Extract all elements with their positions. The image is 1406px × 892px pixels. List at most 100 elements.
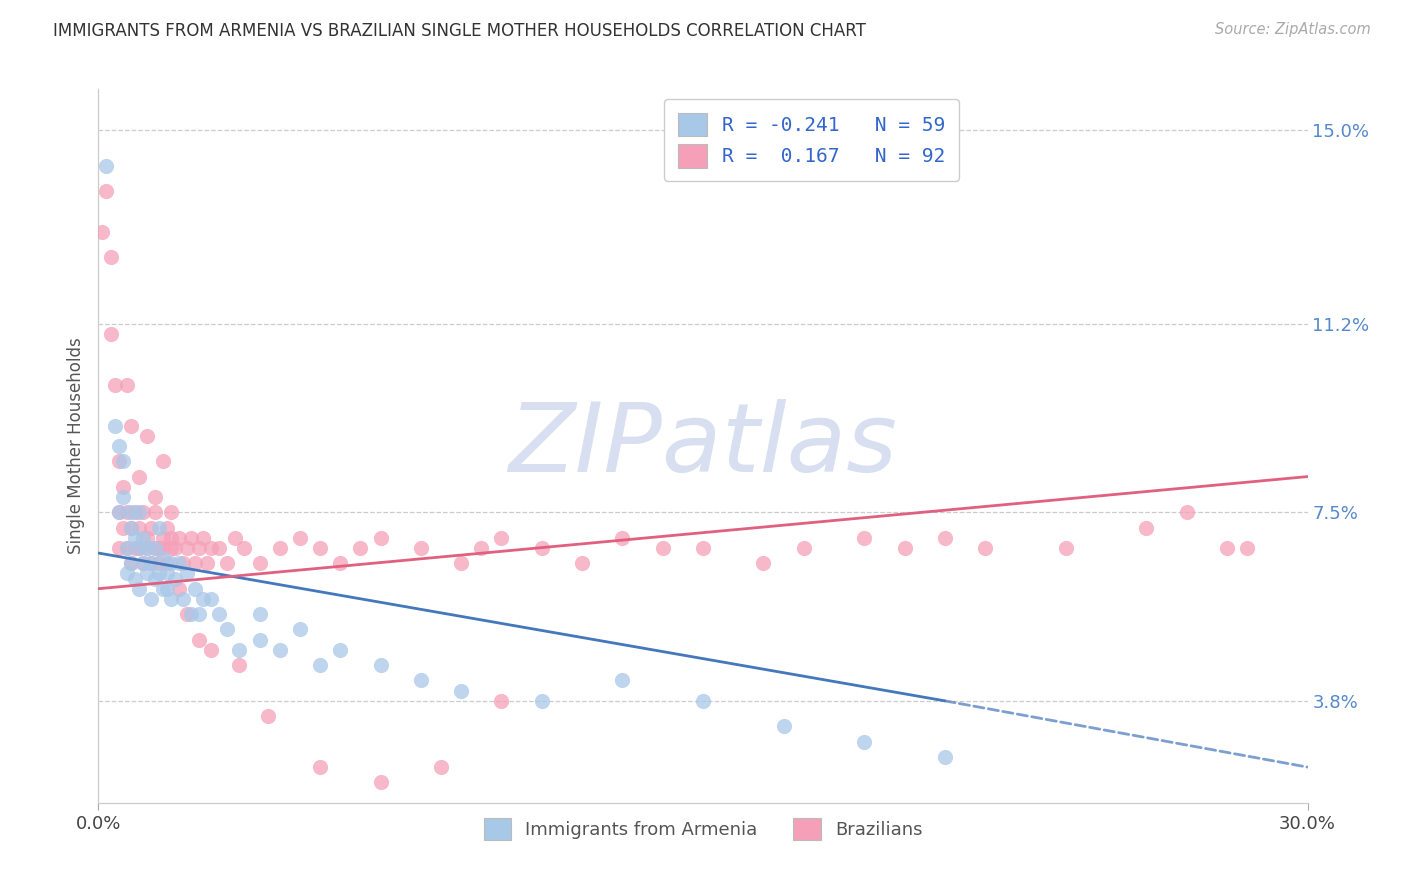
- Point: [115, 566, 138, 581]
- Point: [530, 694, 553, 708]
- Point: [195, 556, 218, 570]
- Point: [156, 556, 179, 570]
- Point: [430, 760, 453, 774]
- Point: [132, 505, 155, 519]
- Point: [172, 591, 194, 606]
- Point: [160, 505, 183, 519]
- Point: [115, 505, 138, 519]
- Text: Source: ZipAtlas.com: Source: ZipAtlas.com: [1215, 22, 1371, 37]
- Point: [107, 454, 129, 468]
- Point: [288, 623, 311, 637]
- Point: [120, 520, 142, 534]
- Point: [100, 326, 122, 341]
- Point: [152, 531, 174, 545]
- Point: [132, 556, 155, 570]
- Point: [692, 541, 714, 555]
- Point: [139, 556, 162, 570]
- Point: [288, 531, 311, 545]
- Point: [329, 556, 352, 570]
- Point: [135, 541, 157, 555]
- Point: [349, 541, 371, 555]
- Point: [470, 541, 492, 555]
- Point: [208, 541, 231, 555]
- Point: [370, 658, 392, 673]
- Point: [128, 520, 150, 534]
- Point: [156, 520, 179, 534]
- Point: [193, 591, 215, 606]
- Point: [167, 556, 190, 570]
- Point: [163, 541, 186, 555]
- Point: [160, 556, 183, 570]
- Point: [409, 673, 432, 688]
- Point: [180, 607, 202, 622]
- Point: [111, 520, 134, 534]
- Point: [309, 541, 332, 555]
- Point: [309, 760, 332, 774]
- Point: [120, 556, 142, 570]
- Point: [135, 429, 157, 443]
- Point: [139, 556, 162, 570]
- Point: [1054, 541, 1077, 555]
- Point: [193, 531, 215, 545]
- Point: [132, 556, 155, 570]
- Point: [120, 556, 142, 570]
- Point: [1216, 541, 1239, 555]
- Point: [752, 556, 775, 570]
- Point: [111, 454, 134, 468]
- Point: [612, 673, 634, 688]
- Point: [167, 582, 190, 596]
- Point: [772, 719, 794, 733]
- Point: [160, 591, 183, 606]
- Point: [180, 531, 202, 545]
- Point: [160, 531, 183, 545]
- Point: [200, 541, 222, 555]
- Point: [217, 556, 239, 570]
- Point: [249, 607, 271, 622]
- Point: [111, 480, 134, 494]
- Point: [176, 566, 198, 581]
- Point: [128, 505, 150, 519]
- Point: [91, 225, 114, 239]
- Point: [120, 505, 142, 519]
- Point: [176, 541, 198, 555]
- Text: IMMIGRANTS FROM ARMENIA VS BRAZILIAN SINGLE MOTHER HOUSEHOLDS CORRELATION CHART: IMMIGRANTS FROM ARMENIA VS BRAZILIAN SIN…: [53, 22, 866, 40]
- Point: [184, 556, 207, 570]
- Point: [224, 531, 246, 545]
- Point: [132, 531, 155, 545]
- Point: [167, 531, 190, 545]
- Point: [612, 531, 634, 545]
- Point: [208, 607, 231, 622]
- Point: [160, 541, 183, 555]
- Point: [128, 582, 150, 596]
- Point: [370, 531, 392, 545]
- Point: [115, 541, 138, 555]
- Point: [120, 418, 142, 433]
- Point: [148, 566, 170, 581]
- Point: [128, 541, 150, 555]
- Point: [232, 541, 254, 555]
- Point: [184, 582, 207, 596]
- Point: [152, 541, 174, 555]
- Point: [309, 658, 332, 673]
- Point: [135, 541, 157, 555]
- Point: [111, 490, 134, 504]
- Point: [853, 734, 876, 748]
- Point: [143, 505, 166, 519]
- Point: [249, 632, 271, 647]
- Point: [148, 556, 170, 570]
- Point: [651, 541, 673, 555]
- Point: [853, 531, 876, 545]
- Point: [571, 556, 593, 570]
- Point: [200, 643, 222, 657]
- Point: [124, 572, 146, 586]
- Point: [156, 582, 179, 596]
- Point: [491, 694, 513, 708]
- Point: [256, 709, 278, 723]
- Point: [530, 541, 553, 555]
- Point: [139, 591, 162, 606]
- Point: [124, 505, 146, 519]
- Point: [228, 658, 250, 673]
- Point: [107, 505, 129, 519]
- Point: [120, 520, 142, 534]
- Legend: Immigrants from Armenia, Brazilians: Immigrants from Armenia, Brazilians: [477, 811, 929, 847]
